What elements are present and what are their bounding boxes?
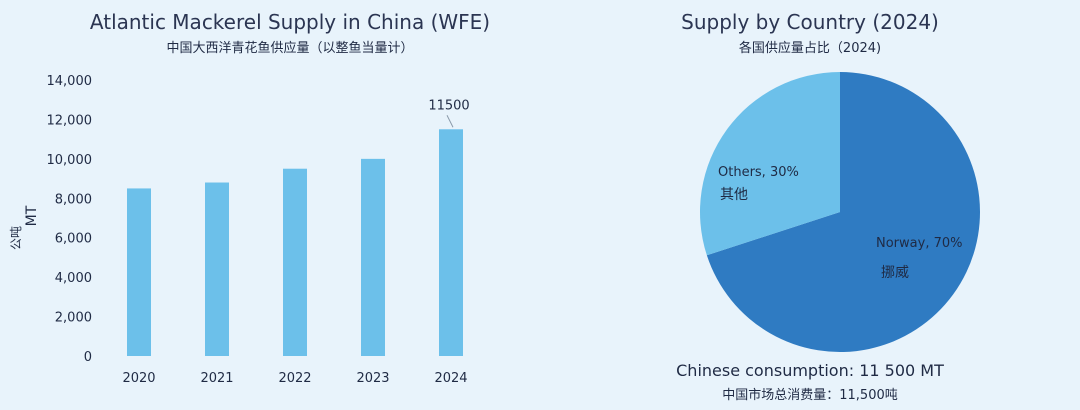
pie-label-norway-cn: 挪威 (881, 265, 909, 281)
bar-chart-subtitle: 中国大西洋青花鱼供应量（以整鱼当量计） (166, 41, 414, 56)
pie-label-others-cn: 其他 (720, 187, 748, 203)
annotation-leader-line (446, 115, 454, 128)
consumption-footer-en: Chinese consumption: 11 500 MT (676, 361, 944, 380)
pie-slice-norway (706, 72, 980, 353)
y-tick-label: 0 (84, 350, 92, 365)
x-tick-label: 2024 (434, 371, 467, 386)
y-tick-label: 6,000 (55, 232, 92, 247)
y-tick-label: 8,000 (55, 192, 92, 207)
y-tick-label: 14,000 (47, 74, 93, 89)
x-tick-label: 2022 (278, 371, 311, 386)
consumption-footer-cn: 中国市场总消费量：11,500吨 (722, 388, 898, 403)
y-axis-label-en: MT (24, 205, 40, 226)
bar-2021 (205, 182, 229, 356)
pie-slice-others (700, 72, 840, 256)
pie-chart-panel: Supply by Country (2024) 各国供应量占比（2024) O… (540, 0, 1080, 410)
pie-label-others: Others, 30% (718, 165, 799, 180)
bar-2023 (361, 158, 385, 356)
x-tick-label: 2023 (356, 371, 389, 386)
y-tick-label: 12,000 (47, 113, 93, 128)
y-tick-label: 10,000 (47, 153, 93, 168)
x-tick-label: 2021 (200, 371, 233, 386)
y-tick-label: 2,000 (55, 311, 92, 326)
y-tick-label: 4,000 (55, 271, 92, 286)
y-axis-label-cn: 公吨 (9, 226, 23, 250)
bar-annotation-2024: 11500 (428, 98, 469, 113)
x-tick-label: 2020 (122, 371, 155, 386)
bar-chart-svg: 02,0004,0006,0008,00010,00012,00014,000 … (9, 74, 470, 386)
pie-label-norway: Norway, 70% (876, 236, 963, 251)
pie-chart-subtitle: 各国供应量占比（2024) (738, 41, 882, 56)
pie-chart-svg (700, 72, 980, 353)
bar-2020 (127, 188, 151, 356)
bar-2024 (439, 129, 463, 356)
bar-chart-panel: Atlantic Mackerel Supply in China (WFE) … (9, 10, 490, 386)
bar-chart-title: Atlantic Mackerel Supply in China (WFE) (89, 10, 491, 34)
bar-2022 (283, 168, 307, 356)
pie-chart-title: Supply by Country (2024) (681, 10, 939, 34)
